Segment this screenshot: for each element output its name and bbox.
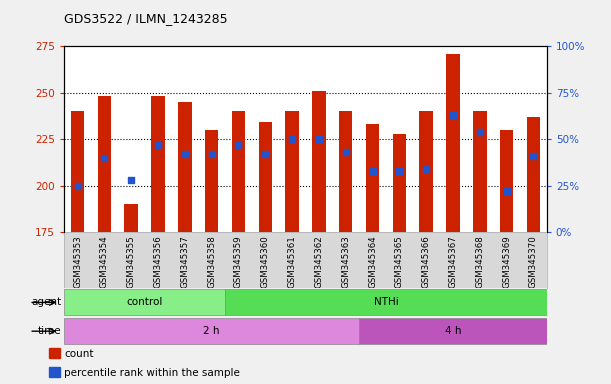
Text: agent: agent: [31, 297, 61, 308]
Bar: [205, 130, 218, 232]
Text: GSM345366: GSM345366: [422, 235, 431, 288]
Bar: [49, 367, 60, 377]
Text: control: control: [126, 297, 163, 308]
Bar: [393, 134, 406, 232]
Point: [180, 151, 190, 157]
Point: [153, 142, 163, 148]
Text: GSM345362: GSM345362: [315, 235, 323, 288]
Text: GSM345354: GSM345354: [100, 235, 109, 288]
Text: GSM345357: GSM345357: [180, 235, 189, 288]
Point: [341, 149, 351, 155]
Text: GSM345359: GSM345359: [234, 235, 243, 288]
Point: [368, 168, 378, 174]
Text: GSM345363: GSM345363: [341, 235, 350, 288]
Bar: [473, 111, 486, 232]
Point: [260, 151, 270, 157]
Point: [207, 151, 216, 157]
Bar: [71, 111, 84, 232]
Text: GSM345365: GSM345365: [395, 235, 404, 288]
Bar: [64, 290, 225, 315]
Bar: [225, 290, 547, 315]
Bar: [178, 102, 191, 232]
Text: GSM345361: GSM345361: [288, 235, 296, 288]
Bar: [125, 204, 138, 232]
Bar: [339, 111, 353, 232]
Point: [233, 142, 243, 148]
Point: [448, 112, 458, 118]
Point: [287, 136, 297, 142]
Bar: [500, 130, 513, 232]
Text: count: count: [64, 349, 93, 359]
Bar: [152, 96, 165, 232]
Bar: [366, 124, 379, 232]
Point: [126, 177, 136, 183]
Bar: [49, 348, 60, 358]
Text: GDS3522 / ILMN_1243285: GDS3522 / ILMN_1243285: [64, 12, 228, 25]
Text: GSM345356: GSM345356: [153, 235, 163, 288]
Text: GSM345370: GSM345370: [529, 235, 538, 288]
Bar: [359, 318, 547, 344]
Point: [475, 129, 485, 135]
Bar: [420, 111, 433, 232]
Text: 4 h: 4 h: [445, 326, 461, 336]
Text: GSM345368: GSM345368: [475, 235, 485, 288]
Point: [100, 155, 109, 161]
Point: [314, 136, 324, 142]
Bar: [232, 111, 245, 232]
Text: GSM345353: GSM345353: [73, 235, 82, 288]
Text: time: time: [37, 326, 61, 336]
Bar: [258, 122, 272, 232]
Bar: [527, 117, 540, 232]
Bar: [98, 96, 111, 232]
Text: GSM345360: GSM345360: [261, 235, 270, 288]
Bar: [64, 318, 359, 344]
Text: GSM345358: GSM345358: [207, 235, 216, 288]
Text: percentile rank within the sample: percentile rank within the sample: [64, 368, 240, 378]
Text: 2 h: 2 h: [203, 326, 220, 336]
Text: GSM345369: GSM345369: [502, 235, 511, 288]
Text: GSM345355: GSM345355: [126, 235, 136, 288]
Bar: [285, 111, 299, 232]
Point: [422, 166, 431, 172]
Text: GSM345364: GSM345364: [368, 235, 377, 288]
Text: GSM345367: GSM345367: [448, 235, 458, 288]
Point: [395, 168, 404, 174]
Point: [529, 153, 538, 159]
Point: [502, 188, 511, 194]
Bar: [446, 53, 459, 232]
Text: NTHi: NTHi: [373, 297, 398, 308]
Point: [73, 183, 82, 189]
Bar: [312, 91, 326, 232]
